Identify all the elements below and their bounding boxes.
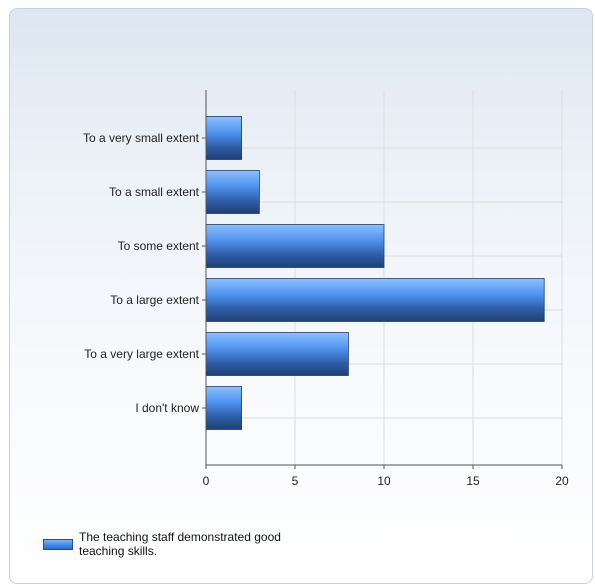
bar — [205, 278, 545, 322]
grid-lines — [206, 90, 563, 465]
x-tick-label: 10 — [377, 474, 391, 488]
legend: The teaching staff demonstrated good tea… — [43, 530, 299, 558]
y-tick-label: To a very large extent — [84, 347, 199, 361]
bar — [205, 116, 242, 160]
bar — [205, 224, 385, 268]
y-tick-label: I don't know — [135, 401, 199, 415]
bars — [205, 116, 545, 430]
bar — [205, 332, 349, 376]
bar — [205, 170, 260, 214]
x-tick-label: 15 — [466, 474, 480, 488]
y-tick-label: To a very small extent — [83, 131, 200, 145]
y-tick-label: To some extent — [118, 239, 200, 253]
tick-labels: To a very small extent To a small extent T… — [83, 131, 569, 488]
x-tick-label: 20 — [555, 474, 569, 488]
legend-label: The teaching staff demonstrated good tea… — [79, 530, 281, 558]
y-tick-label: To a small extent — [109, 185, 200, 199]
y-tick-label: To a large extent — [110, 293, 199, 307]
legend-swatch — [43, 539, 73, 550]
x-tick-label: 0 — [203, 474, 210, 488]
bar — [205, 386, 242, 430]
x-tick-label: 5 — [292, 474, 299, 488]
axes — [202, 90, 563, 469]
